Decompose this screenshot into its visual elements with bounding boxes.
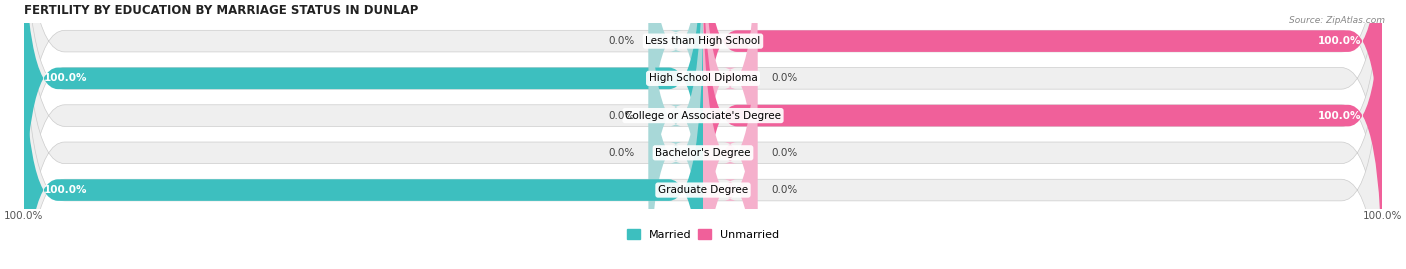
Text: 100.0%: 100.0% [1319,36,1362,46]
FancyBboxPatch shape [703,15,758,269]
FancyBboxPatch shape [24,0,1382,269]
FancyBboxPatch shape [703,0,758,269]
FancyBboxPatch shape [24,0,1382,254]
FancyBboxPatch shape [24,0,1382,269]
Text: Graduate Degree: Graduate Degree [658,185,748,195]
Text: 100.0%: 100.0% [1319,111,1362,121]
Text: 100.0%: 100.0% [44,185,87,195]
Text: FERTILITY BY EDUCATION BY MARRIAGE STATUS IN DUNLAP: FERTILITY BY EDUCATION BY MARRIAGE STATU… [24,4,418,17]
Text: High School Diploma: High School Diploma [648,73,758,83]
Text: 100.0%: 100.0% [44,73,87,83]
Text: Less than High School: Less than High School [645,36,761,46]
Text: 0.0%: 0.0% [609,148,636,158]
Text: Bachelor's Degree: Bachelor's Degree [655,148,751,158]
Text: College or Associate's Degree: College or Associate's Degree [626,111,780,121]
Text: 0.0%: 0.0% [770,73,797,83]
FancyBboxPatch shape [648,0,703,269]
FancyBboxPatch shape [648,0,703,217]
FancyBboxPatch shape [24,0,1382,269]
FancyBboxPatch shape [703,0,758,254]
Text: 0.0%: 0.0% [770,148,797,158]
FancyBboxPatch shape [703,0,1382,217]
FancyBboxPatch shape [24,15,703,269]
Text: 0.0%: 0.0% [770,185,797,195]
FancyBboxPatch shape [24,0,703,254]
FancyBboxPatch shape [24,0,1382,269]
Text: Source: ZipAtlas.com: Source: ZipAtlas.com [1289,16,1385,25]
FancyBboxPatch shape [703,0,1382,269]
Text: 0.0%: 0.0% [609,111,636,121]
Legend: Married, Unmarried: Married, Unmarried [621,224,785,244]
FancyBboxPatch shape [648,0,703,269]
Text: 0.0%: 0.0% [609,36,636,46]
